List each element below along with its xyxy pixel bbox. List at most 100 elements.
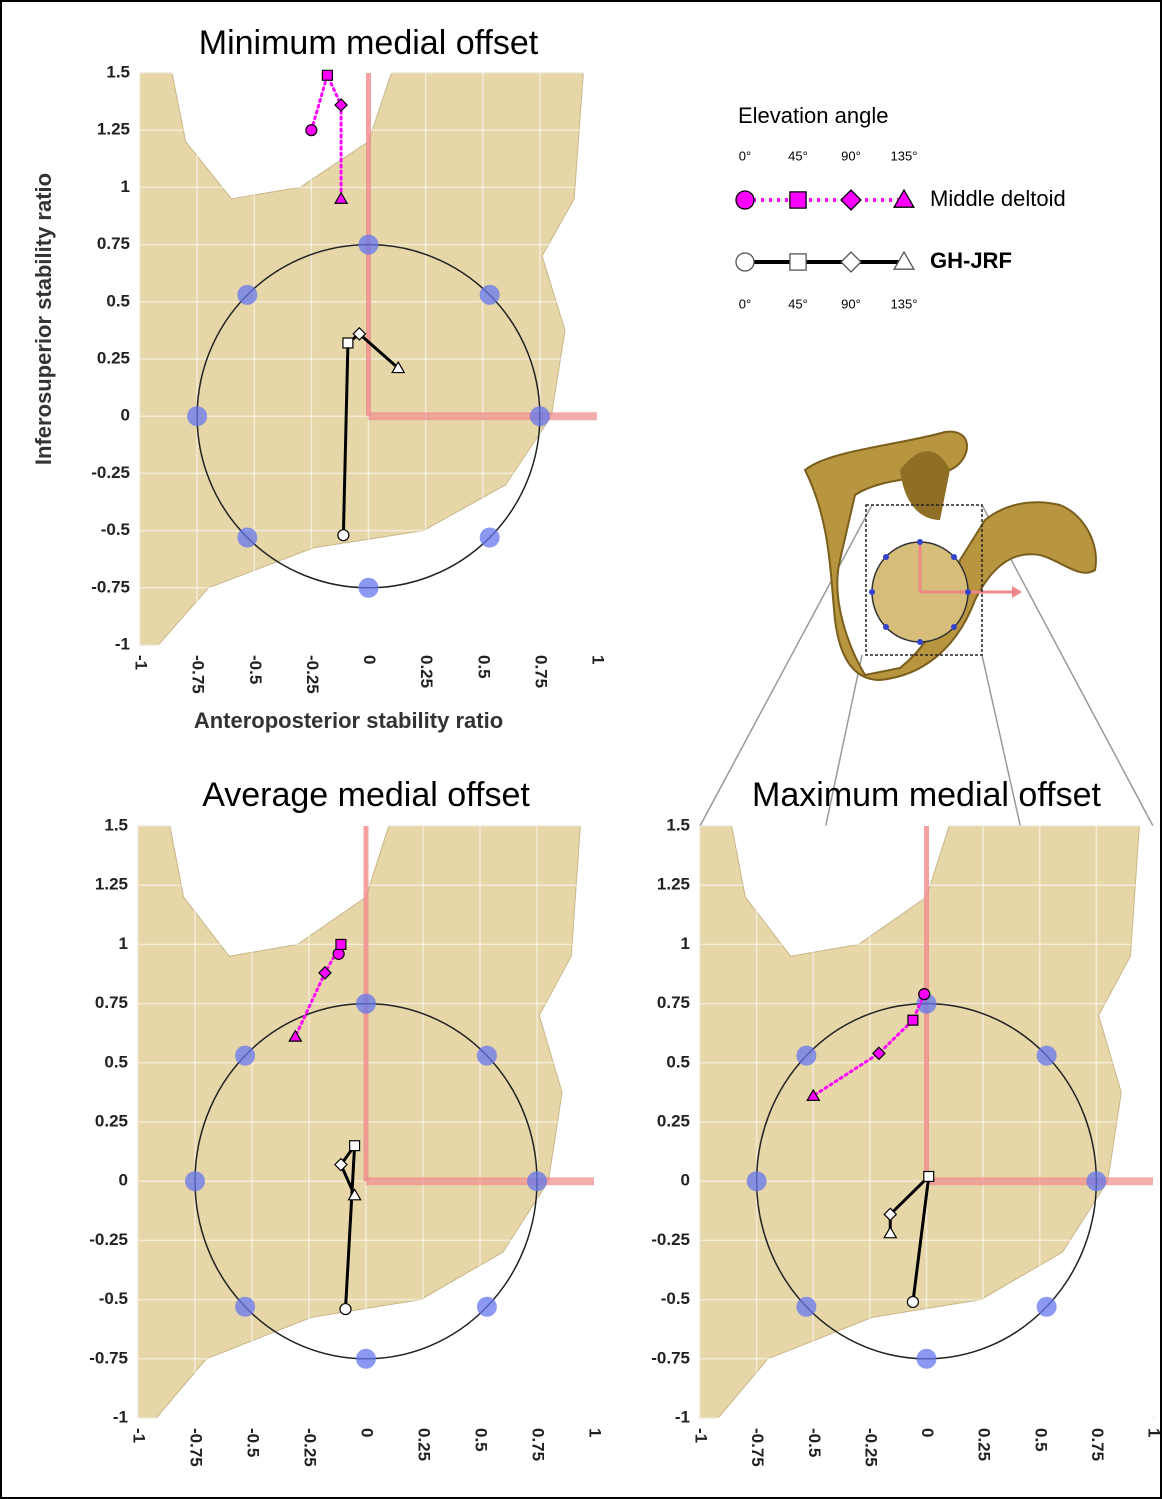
y-tick-label: 1 — [681, 934, 690, 953]
x-tick-label: -1 — [132, 655, 151, 670]
series-line — [888, 1172, 931, 1304]
data-point — [339, 1302, 352, 1316]
y-tick-label: 0 — [681, 1171, 690, 1190]
boundary-dot — [746, 1171, 767, 1192]
legend-marker — [892, 250, 916, 270]
zoom-box — [865, 504, 983, 656]
legend-marker — [892, 188, 916, 208]
legend-angle: 90° — [841, 296, 861, 311]
y-tick-label: 0 — [121, 406, 130, 425]
legend-angle: 45° — [788, 148, 808, 163]
y-tick-label: -0.75 — [651, 1348, 690, 1367]
y-tick-label: 1.5 — [106, 62, 130, 81]
x-tick-label: -0.5 — [246, 655, 265, 684]
boundary-dot — [237, 284, 258, 305]
data-point — [918, 988, 931, 1001]
y-tick-label: 0.5 — [666, 1052, 690, 1071]
data-point — [318, 965, 332, 980]
data-point — [883, 1207, 898, 1222]
legend-marker — [789, 253, 807, 271]
y-tick-label: -0.25 — [651, 1230, 690, 1249]
x-tick-label: -0.5 — [805, 1428, 824, 1457]
boundary-dot — [358, 234, 379, 255]
x-tick-label: -0.25 — [301, 1428, 320, 1467]
y-tick-label: 1 — [119, 934, 128, 953]
inset-dots — [869, 539, 971, 645]
data-point — [321, 69, 333, 81]
boundary-dot — [916, 1348, 937, 1369]
y-tick-label: 0.75 — [657, 993, 690, 1012]
legend-angle: 0° — [739, 148, 751, 163]
data-point — [349, 1140, 361, 1152]
legend-angle: 135° — [891, 296, 918, 311]
y-tick-label: 1.5 — [104, 815, 128, 834]
y-tick-label: 0.25 — [95, 1111, 128, 1130]
boundary-dot — [356, 993, 376, 1014]
x-tick-label: 0.75 — [529, 1428, 548, 1461]
x-tick-label: 0.5 — [474, 655, 493, 679]
legend-marker — [840, 189, 862, 211]
boundary-dot — [476, 1045, 497, 1066]
y-tick-label: -0.25 — [89, 1230, 128, 1249]
boundary-dot — [479, 527, 500, 548]
y-axis-label: Inferosuperior stability ratio — [31, 173, 56, 465]
y-tick-label: 1.25 — [95, 875, 128, 894]
data-point — [334, 98, 348, 112]
data-point — [347, 1188, 362, 1201]
data-point — [906, 1295, 920, 1309]
x-tick-label: -0.75 — [748, 1428, 767, 1467]
data-point — [334, 1157, 348, 1172]
scapula-inset — [699, 430, 1154, 1419]
plot-area — [139, 72, 598, 646]
legend-marker — [789, 191, 807, 209]
x-tick-label: 0.75 — [531, 655, 550, 688]
data-point — [333, 191, 349, 204]
boundary-dot — [356, 1348, 376, 1369]
data-point — [806, 1088, 821, 1101]
y-tick-label: 0.25 — [657, 1111, 690, 1130]
boundary-dot — [1036, 1045, 1057, 1066]
boundary-dot — [237, 527, 258, 548]
y-tick-label: 0.75 — [97, 234, 130, 253]
x-tick-label: 0 — [360, 655, 379, 664]
data-point — [352, 326, 367, 341]
series-line — [309, 71, 343, 201]
x-axis-label: Anteroposterior stability ratio — [194, 708, 503, 733]
boundary-dot — [358, 577, 379, 598]
boundary-dot — [1036, 1296, 1057, 1317]
chart-title: Minimum medial offset — [199, 24, 539, 62]
x-tick-label: -0.25 — [861, 1428, 880, 1467]
boundary-dot — [529, 406, 550, 427]
x-tick-label: -0.75 — [189, 655, 208, 694]
y-tick-label: -1 — [115, 634, 130, 653]
y-tick-label: -0.75 — [89, 1348, 128, 1367]
data-point — [305, 124, 318, 137]
y-tick-label: 1.25 — [97, 120, 130, 139]
series-line — [341, 331, 400, 537]
y-tick-label: 1.25 — [657, 875, 690, 894]
data-point — [288, 1029, 303, 1042]
y-tick-label: -0.5 — [99, 1289, 128, 1308]
data-point — [332, 947, 345, 960]
x-tick-label: 0.25 — [417, 655, 436, 688]
boundary-dot — [187, 406, 208, 427]
y-tick-label: 0.25 — [97, 348, 130, 367]
x-tick-label: 0.25 — [975, 1428, 994, 1461]
x-tick-label: 0.5 — [1031, 1428, 1050, 1452]
acromion — [900, 451, 950, 520]
boundary-dot — [479, 284, 500, 305]
x-tick-label: 0.5 — [472, 1428, 491, 1452]
y-tick-label: 1 — [121, 177, 130, 196]
legend-angle: 135° — [891, 148, 918, 163]
y-tick-label: -1 — [113, 1407, 128, 1426]
boundary-dot — [235, 1045, 256, 1066]
legend-angle: 0° — [739, 296, 751, 311]
legend-angle: 45° — [788, 296, 808, 311]
x-tick-label: 0.75 — [1088, 1428, 1107, 1461]
legend-marker — [735, 190, 755, 210]
boundary-dot — [796, 1045, 817, 1066]
y-tick-label: 0.75 — [95, 993, 128, 1012]
y-tick-label: -0.5 — [661, 1289, 690, 1308]
data-point — [923, 1170, 935, 1183]
